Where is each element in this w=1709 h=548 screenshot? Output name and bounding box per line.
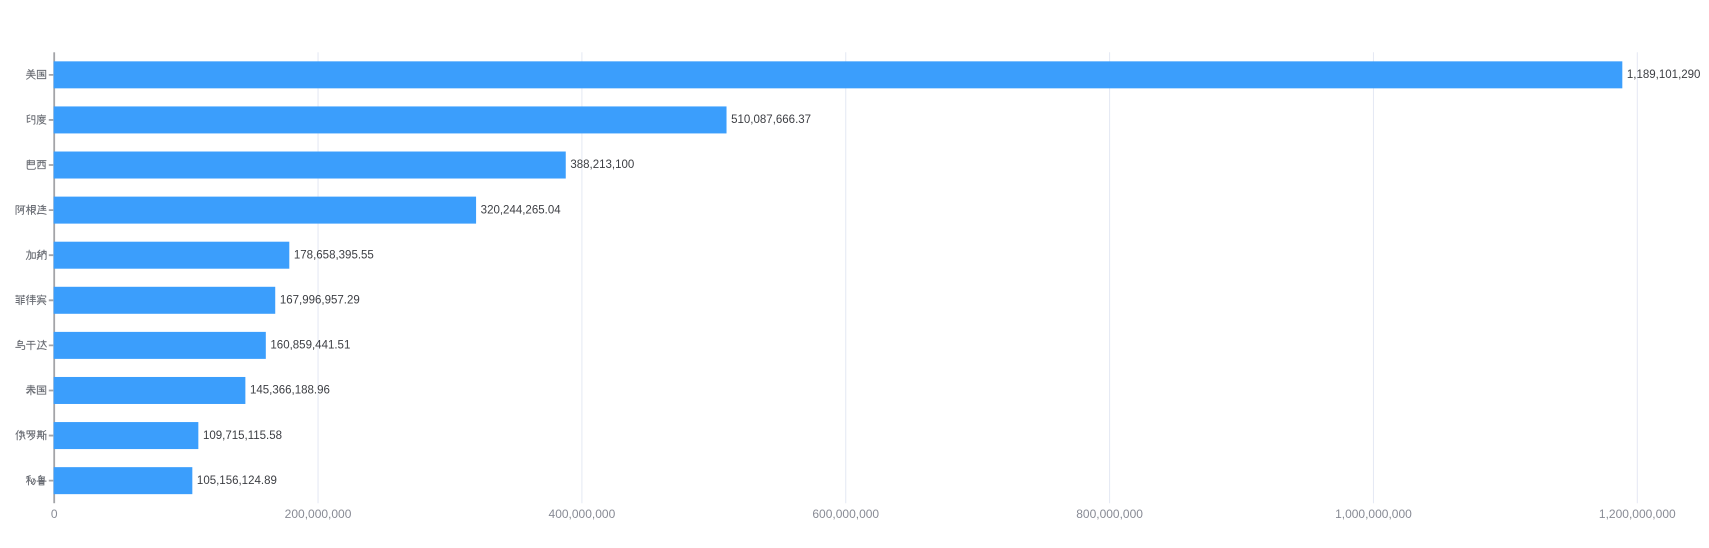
svg-text:1,189,101,290: 1,189,101,290 [1627,69,1701,81]
svg-text:109,715,115.58: 109,715,115.58 [203,430,282,442]
svg-text:320,244,265.04: 320,244,265.04 [481,204,562,216]
svg-text:510,087,666.37: 510,087,666.37 [731,114,811,126]
svg-text:167,996,957.29: 167,996,957.29 [280,294,360,306]
svg-text:200,000,000: 200,000,000 [285,507,352,521]
svg-text:400,000,000: 400,000,000 [549,507,616,521]
svg-text:600,000,000: 600,000,000 [812,507,879,521]
svg-text:160,859,441.51: 160,859,441.51 [270,340,350,352]
svg-text:800,000,000: 800,000,000 [1076,507,1143,521]
svg-text:145,366,188.96: 145,366,188.96 [250,385,330,397]
svg-text:388,213,100: 388,213,100 [570,159,634,171]
svg-text:0: 0 [51,507,58,521]
svg-text:1,000,000,000: 1,000,000,000 [1335,507,1412,521]
svg-text:1,200,000,000: 1,200,000,000 [1599,507,1676,521]
svg-text:105,156,124.89: 105,156,124.89 [197,475,277,487]
svg-text:178,658,395.55: 178,658,395.55 [294,249,374,261]
